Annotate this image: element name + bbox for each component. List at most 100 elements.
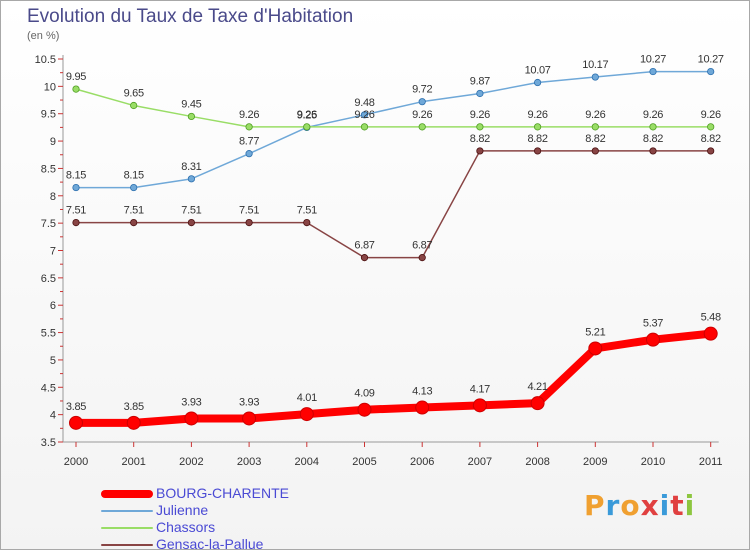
logo-letter: P — [584, 489, 606, 522]
data-label: 10.27 — [698, 54, 724, 66]
series-line-1 — [75, 70, 712, 189]
data-label: 4.13 — [412, 386, 432, 398]
y-tick-label: 10.5 — [35, 54, 56, 66]
series-line-0 — [72, 329, 715, 427]
data-label: 9.45 — [181, 98, 201, 110]
logo-letter: o — [620, 489, 641, 522]
data-point — [530, 396, 545, 411]
data-point — [360, 123, 369, 131]
legend-label: Gensac-la-Pallue — [156, 536, 264, 552]
data-label: 6.87 — [354, 240, 374, 252]
data-point — [360, 111, 369, 119]
data-point — [130, 218, 138, 227]
data-point — [303, 123, 311, 131]
data-point — [187, 112, 195, 121]
data-label: 7.51 — [297, 205, 317, 217]
data-point — [707, 123, 715, 131]
data-point — [69, 415, 83, 430]
data-label: 8.82 — [527, 133, 547, 145]
data-label: 9.26 — [585, 109, 605, 121]
data-label: 8.82 — [643, 133, 663, 145]
data-label: 5.37 — [643, 318, 663, 330]
data-label: 9.26 — [354, 109, 374, 121]
x-tick-label: 2007 — [468, 456, 492, 468]
data-label: 9.26 — [470, 109, 490, 121]
y-tick-label: 4 — [50, 410, 56, 422]
data-label: 9.26 — [412, 109, 432, 121]
data-label: 9.26 — [701, 109, 721, 121]
data-point — [184, 411, 199, 426]
y-tick-label: 9 — [50, 136, 56, 148]
data-point — [187, 175, 195, 183]
series-line-2 — [75, 88, 712, 128]
data-label: 7.51 — [239, 205, 259, 217]
logo-letter: t — [670, 489, 685, 522]
y-tick-label: 7 — [50, 246, 56, 258]
y-tick-label: 8 — [50, 191, 56, 203]
data-label: 9.26 — [527, 109, 547, 121]
data-point — [245, 123, 253, 131]
x-tick-label: 2001 — [121, 456, 145, 468]
y-tick-label: 8.5 — [41, 163, 56, 175]
chart-subtitle: (en %) — [27, 30, 60, 42]
data-point — [472, 398, 487, 413]
data-point — [126, 415, 141, 430]
data-label: 9.65 — [124, 88, 144, 100]
data-point — [707, 147, 715, 155]
data-label: 9.95 — [66, 71, 86, 83]
y-tick-label: 10 — [44, 81, 56, 93]
data-point — [588, 341, 603, 356]
data-label: 4.21 — [527, 381, 547, 393]
data-point — [418, 254, 426, 262]
data-label: 9.25 — [297, 109, 317, 121]
data-label: 9.48 — [354, 97, 374, 109]
data-point — [303, 218, 311, 227]
data-label: 3.93 — [239, 396, 259, 408]
x-tick-label: 2000 — [64, 456, 88, 468]
data-label: 8.15 — [66, 170, 86, 182]
data-point — [299, 407, 314, 422]
data-label: 9.26 — [239, 109, 259, 121]
legend-label: Julienne — [156, 502, 209, 518]
data-point — [245, 150, 253, 158]
data-point — [476, 123, 484, 131]
data-point — [476, 147, 484, 155]
x-tick-label: 2011 — [699, 456, 723, 468]
data-point — [357, 402, 372, 417]
data-point — [649, 123, 657, 131]
data-point — [360, 254, 369, 262]
data-label: 5.21 — [585, 326, 605, 338]
proxiti-logo: Proxiti — [584, 489, 695, 522]
data-label: 8.82 — [585, 133, 605, 145]
data-label: 10.07 — [525, 65, 551, 77]
data-label: 4.01 — [297, 392, 317, 404]
legend-swatch — [101, 527, 153, 529]
data-label: 3.85 — [66, 401, 86, 413]
data-label: 9.26 — [643, 109, 663, 121]
data-label: 8.77 — [239, 136, 259, 148]
y-tick-label: 7.5 — [41, 218, 56, 230]
chart-title: Evolution du Taux de Taxe d'Habitation — [27, 6, 354, 27]
y-tick-label: 5 — [50, 355, 56, 367]
data-point — [533, 123, 542, 131]
legend-label: Chassors — [156, 519, 216, 535]
data-point — [245, 218, 253, 227]
x-tick-label: 2009 — [583, 456, 607, 468]
series-line-3 — [75, 150, 712, 259]
legend-swatch — [101, 510, 153, 512]
data-point — [242, 411, 257, 426]
y-tick-label: 4.5 — [41, 382, 56, 394]
y-tick-label: 3.5 — [41, 437, 56, 449]
x-tick-label: 2006 — [410, 456, 434, 468]
data-point — [649, 67, 657, 76]
logo-letter: r — [605, 489, 621, 522]
data-point — [591, 123, 599, 131]
y-tick-label: 5.5 — [41, 328, 56, 340]
chart-series — [69, 67, 718, 430]
data-label: 4.09 — [354, 388, 374, 400]
data-label: 10.27 — [640, 54, 666, 66]
data-point — [418, 98, 426, 106]
data-point — [130, 101, 138, 110]
